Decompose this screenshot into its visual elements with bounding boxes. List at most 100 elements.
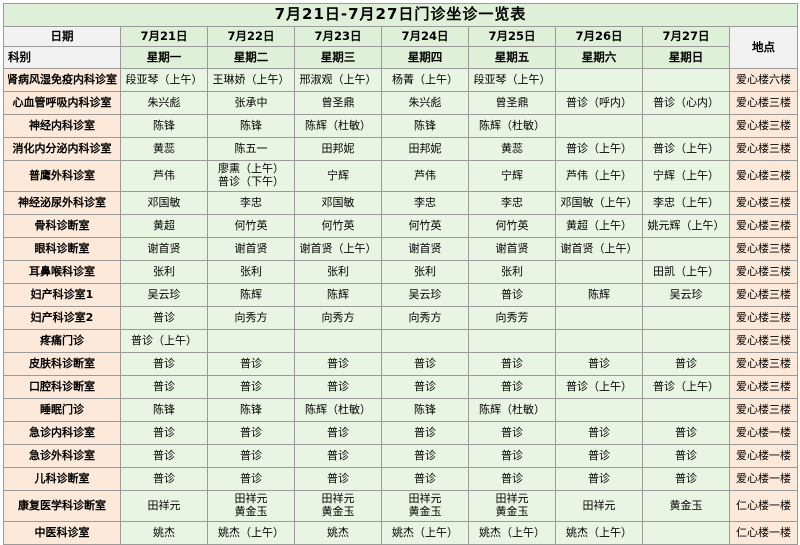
schedule-cell: 张利: [468, 260, 556, 284]
schedule-cell: 姚杰（上午）: [207, 521, 295, 545]
header-weekday-6: 星期日: [642, 46, 730, 69]
schedule-cell: 何竹英: [468, 214, 556, 238]
schedule-cell-line: 田祥元: [321, 492, 355, 506]
schedule-cell: [642, 68, 730, 92]
schedule-cell: 李忠: [381, 191, 469, 215]
department-cell: 神经内科诊室: [3, 114, 121, 138]
schedule-cell: 邓国敏: [120, 191, 208, 215]
department-cell: 皮肤科诊断室: [3, 352, 121, 376]
schedule-cell: 张利: [294, 260, 382, 284]
schedule-cell: [642, 237, 730, 261]
schedule-cell: 姚杰（上午）: [381, 521, 469, 545]
schedule-cell: 曾圣鼎: [468, 91, 556, 115]
schedule-cell: 向秀方: [294, 306, 382, 330]
table-row: 耳鼻喉科诊室 张利 张利 张利 张利 张利 田凯（上午） 爱心楼三楼: [3, 260, 799, 284]
schedule-cell-line: 普诊（下午）: [218, 175, 284, 188]
location-cell: 爱心楼三楼: [728, 352, 799, 376]
schedule-cell: 普诊: [642, 421, 730, 445]
schedule-cell: 田祥元 黄金玉: [468, 490, 556, 522]
schedule-cell-line: 黄金玉: [495, 505, 529, 518]
schedule-cell: 王琳娇（上午）: [207, 68, 295, 92]
schedule-cell: 芦伟: [120, 160, 208, 192]
location-cell: 仁心楼一楼: [728, 490, 799, 522]
table-row: 肾病风湿免疫内科诊室 段亚琴（上午） 王琳娇（上午） 邢淑观（上午） 杨菁（上午） 段亚琴…: [3, 68, 799, 92]
schedule-cell: 谢首贤: [381, 237, 469, 261]
table-row: 睡眠门诊 陈锋 陈锋 陈辉（杜敏） 陈锋 陈辉（杜敏） 爱心楼三楼: [3, 398, 799, 422]
table-row: 眼科诊断室 谢首贤 谢首贤 谢首贤（上午） 谢首贤 谢首贤 谢首贤（上午） 爱心楼三楼: [3, 237, 799, 261]
schedule-cell: 普诊: [468, 375, 556, 399]
schedule-cell: 田祥元 黄金玉: [207, 490, 295, 522]
schedule-cell: 普诊: [381, 467, 469, 491]
schedule-cell: 李忠: [207, 191, 295, 215]
schedule-cell: 陈锋: [381, 398, 469, 422]
schedule-cell: 田祥元 黄金玉: [294, 490, 382, 522]
schedule-cell: 段亚琴（上午）: [468, 68, 556, 92]
schedule-cell: [642, 306, 730, 330]
schedule-cell: 普诊: [207, 375, 295, 399]
schedule-cell: 向秀方: [381, 306, 469, 330]
table-row: 神经内科诊室 陈锋 陈锋 陈辉（杜敏） 陈锋 陈辉（杜敏） 爱心楼三楼: [3, 114, 799, 138]
department-cell: 睡眠门诊: [3, 398, 121, 422]
schedule-cell-line: 黄金玉: [408, 505, 442, 518]
header-date-row: 日期 7月21日 7月22日 7月23日 7月24日 7月25日 7月26日 7…: [3, 26, 799, 69]
schedule-cell: 普诊（呼内）: [555, 91, 643, 115]
schedule-cell: 杨菁（上午）: [381, 68, 469, 92]
location-cell: 爱心楼三楼: [728, 160, 799, 192]
schedule-cell: 姚杰: [120, 521, 208, 545]
schedule-cell: 朱兴彪: [120, 91, 208, 115]
department-cell: 妇产科诊室2: [3, 306, 121, 330]
schedule-cell: 段亚琴（上午）: [120, 68, 208, 92]
schedule-cell: 普诊: [468, 283, 556, 307]
schedule-cell: 姚元辉（上午）: [642, 214, 730, 238]
location-cell: 爱心楼三楼: [728, 214, 799, 238]
table-row: 急诊内科诊室 普诊 普诊 普诊 普诊 普诊 普诊 普诊 爱心楼一楼: [3, 421, 799, 445]
schedule-cell: 芦伟（上午）: [555, 160, 643, 192]
department-cell: 肾病风湿免疫内科诊室: [3, 68, 121, 92]
department-cell: 中医科诊室: [3, 521, 121, 545]
schedule-cell: 普诊: [642, 444, 730, 468]
schedule-cell: 何竹英: [294, 214, 382, 238]
header-date-1: 7月22日: [207, 26, 295, 47]
schedule-cell: 张利: [381, 260, 469, 284]
department-cell: 康复医学科诊断室: [3, 490, 121, 522]
department-cell: 神经泌尿外科诊室: [3, 191, 121, 215]
location-cell: 爱心楼一楼: [728, 467, 799, 491]
schedule-cell: 姚杰（上午）: [468, 521, 556, 545]
schedule-cell: 普诊: [120, 467, 208, 491]
location-cell: 爱心楼三楼: [728, 375, 799, 399]
department-cell: 急诊外科诊室: [3, 444, 121, 468]
table-row: 妇产科诊室1 吴云珍 陈辉 陈辉 吴云珍 普诊 陈辉 吴云珍 爱心楼三楼: [3, 283, 799, 307]
schedule-cell: [555, 68, 643, 92]
schedule-cell: 普诊（上午）: [555, 375, 643, 399]
schedule-cell: 吴云珍: [381, 283, 469, 307]
location-cell: 爱心楼三楼: [728, 237, 799, 261]
schedule-cell: 谢首贤（上午）: [294, 237, 382, 261]
schedule-cell: 何竹英: [207, 214, 295, 238]
schedule-cell: 陈锋: [207, 114, 295, 138]
department-cell: 骨科诊断室: [3, 214, 121, 238]
schedule-cell: 黄蕊: [468, 137, 556, 161]
table-row: 中医科诊室 姚杰 姚杰（上午） 姚杰 姚杰（上午） 姚杰（上午） 姚杰（上午） 仁心楼一楼: [3, 521, 799, 545]
schedule-cell: 向秀芳: [468, 306, 556, 330]
table-row: 疼痛门诊 普诊（上午） 爱心楼三楼: [3, 329, 799, 353]
schedule-cell: 田祥元: [555, 490, 643, 522]
schedule-cell: 陈锋: [381, 114, 469, 138]
schedule-cell: 陈辉: [555, 283, 643, 307]
header-weekday-2: 星期三: [294, 46, 382, 69]
header-weekday-0: 星期一: [120, 46, 208, 69]
location-cell: 爱心楼三楼: [728, 306, 799, 330]
schedule-cell: 张利: [207, 260, 295, 284]
department-cell: 普鹰外科诊室: [3, 160, 121, 192]
location-cell: 爱心楼一楼: [728, 444, 799, 468]
schedule-cell: [642, 329, 730, 353]
header-weekday-4: 星期五: [468, 46, 556, 69]
schedule-cell: [555, 398, 643, 422]
schedule-cell-line: 廖熏（上午）: [218, 162, 284, 176]
department-cell: 消化内分泌内科诊室: [3, 137, 121, 161]
department-cell: 眼科诊断室: [3, 237, 121, 261]
schedule-cell: 普诊: [642, 467, 730, 491]
schedule-cell: 普诊: [120, 375, 208, 399]
date-label: 日期: [3, 26, 121, 47]
dept-label: 科别: [3, 46, 121, 69]
